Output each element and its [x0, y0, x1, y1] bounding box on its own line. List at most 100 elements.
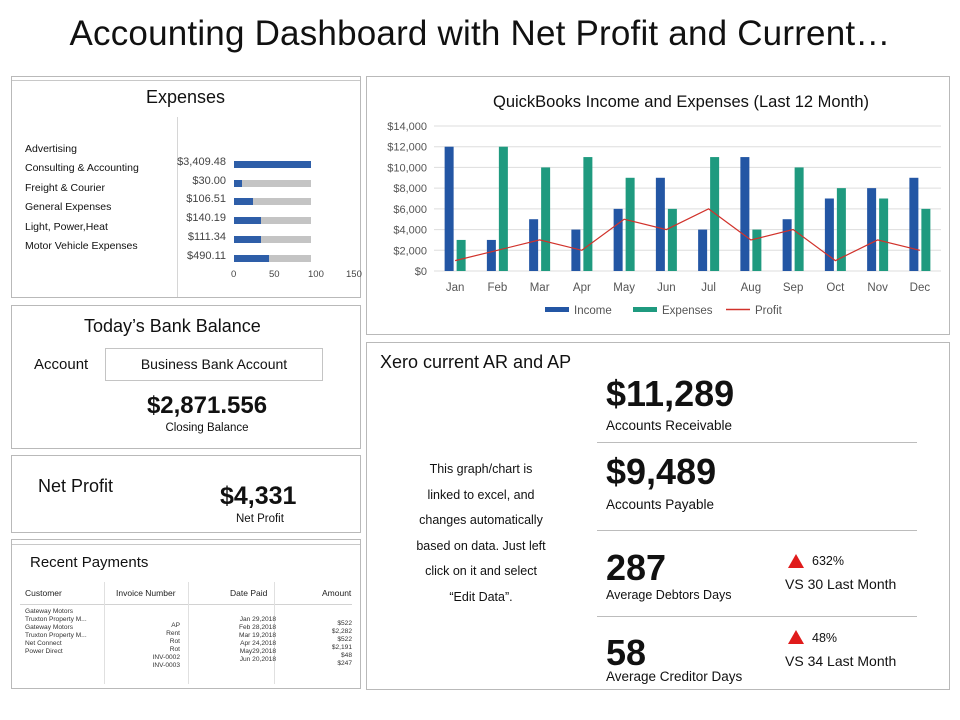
expense-bar	[234, 179, 242, 187]
divider	[597, 616, 917, 617]
expenses-bar	[625, 177, 635, 271]
income-bar	[824, 198, 834, 271]
payment-date: Jun 20,2018	[239, 656, 276, 663]
expenses-bar	[879, 198, 889, 271]
bank-balance-panel: Today’s Bank Balance Account Business Ba…	[11, 305, 361, 449]
col-header-amount: Amount	[322, 588, 352, 598]
note-line: “Edit Data”.	[449, 589, 513, 604]
net-profit-panel: Net Profit $4,331 Net Profit	[11, 455, 361, 533]
closing-balance-label: Closing Balance	[165, 422, 249, 434]
legend-income-swatch	[545, 307, 569, 312]
payment-customer: Net Connect	[25, 640, 62, 647]
payment-invoice: INV-0002	[152, 654, 181, 661]
recent-payments-panel: Recent Payments Customer Invoice Number …	[11, 539, 361, 689]
edit-data-note: This graph/chart is linked to excel, and c…	[387, 457, 575, 611]
accounts-payable-label: Accounts Payable	[606, 497, 715, 512]
col-divider	[104, 582, 105, 684]
payment-amount: $522	[337, 636, 352, 643]
note-line: click on it and select	[425, 564, 537, 579]
col-divider	[188, 582, 189, 684]
expense-category: Advertising	[25, 143, 77, 155]
header-divider	[20, 604, 352, 605]
x-tick-label: Mar	[530, 282, 550, 294]
payment-date: Apr 24,2018	[240, 640, 276, 647]
x-tick-label: Aug	[741, 282, 761, 294]
payment-customer: Truxton Property M...	[25, 632, 87, 639]
note-line: This graph/chart is	[429, 462, 533, 476]
y-tick-label: $6,000	[393, 204, 427, 216]
payment-amount: $522	[337, 620, 352, 627]
divider	[597, 530, 917, 531]
payment-date: Mar 19,2018	[238, 632, 276, 639]
payment-invoice: INV-0003	[152, 662, 181, 669]
payment-invoice: Rot	[169, 646, 180, 653]
x-tick-label: Jan	[446, 282, 465, 294]
expense-bar	[234, 217, 261, 225]
payment-amount: $2,282	[331, 628, 352, 635]
payment-date: Feb 28,2018	[238, 624, 276, 631]
net-profit-label: Net Profit	[236, 513, 284, 525]
col-header-date: Date Paid	[230, 588, 268, 598]
xero-title: Xero current AR and AP	[380, 352, 572, 372]
payment-customer: Gateway Motors	[25, 608, 74, 615]
expense-axis-tick: 100	[308, 269, 324, 280]
col-header-invoice: Invoice Number	[116, 588, 176, 598]
expense-amount: $111.34	[187, 230, 226, 243]
up-arrow-icon	[788, 630, 804, 644]
x-tick-label: Apr	[573, 282, 591, 294]
panel-divider	[12, 80, 360, 81]
payment-date: Jan 29,2018	[239, 616, 276, 623]
debtors-comparison: VS 30 Last Month	[785, 576, 897, 592]
expense-amount: $30.00	[192, 174, 226, 187]
expenses-title: Expenses	[146, 87, 226, 107]
expense-axis-tick: 50	[269, 269, 280, 280]
account-label: Account	[34, 356, 89, 373]
expense-bar	[234, 254, 269, 262]
expense-category: General Expenses	[25, 201, 112, 214]
y-tick-label: $10,000	[387, 162, 427, 174]
closing-balance-value: $2,871.556	[146, 392, 268, 419]
chart-title: QuickBooks Income and Expenses (Last 12 …	[493, 93, 869, 111]
expense-axis-tick: 150	[346, 269, 362, 280]
expense-amount: $3,409.48	[177, 156, 226, 168]
expense-category: Freight & Courier	[25, 181, 105, 194]
legend-profit: Profit	[755, 305, 783, 317]
y-tick-label: $4,000	[393, 225, 427, 237]
expense-bar	[234, 161, 311, 168]
income-expenses-chart-panel: QuickBooks Income and Expenses (Last 12 …	[366, 76, 950, 335]
expense-bar	[234, 235, 261, 243]
note-line: linked to excel, and	[427, 487, 535, 502]
expense-axis-tick: 0	[231, 269, 237, 280]
x-tick-label: Dec	[910, 282, 931, 294]
debtors-days-value: 287	[606, 547, 667, 588]
account-select[interactable]: Business Bank Account	[105, 348, 323, 381]
expense-bar-track	[234, 179, 311, 187]
income-bar	[444, 146, 454, 271]
y-tick-label: $8,000	[393, 183, 427, 195]
expenses-bar	[456, 239, 466, 271]
expense-bar	[234, 198, 254, 206]
y-tick-label: $0	[415, 266, 427, 278]
expenses-bar	[752, 229, 762, 271]
divider	[597, 442, 917, 443]
legend-expenses-swatch	[633, 307, 657, 312]
payment-invoice: Rot	[169, 638, 180, 645]
accounts-receivable-label: Accounts Receivable	[606, 418, 733, 433]
expenses-bar	[921, 208, 931, 271]
up-arrow-icon	[788, 554, 804, 568]
creditor-change-pct: 48%	[812, 631, 838, 645]
debtors-days-label: Average Debtors Days	[606, 588, 732, 602]
income-expenses-chart: QuickBooks Income and Expenses (Last 12 …	[387, 93, 941, 317]
col-header-customer: Customer	[25, 588, 62, 598]
col-divider	[274, 582, 275, 684]
x-tick-label: Oct	[826, 282, 845, 294]
x-tick-label: Jun	[657, 282, 676, 294]
note-line: changes automatically	[419, 513, 543, 528]
expenses-panel: Expenses Advertising Consulting & Account…	[11, 76, 362, 298]
income-bar	[486, 239, 496, 271]
expense-category: Motor Vehicle Expenses	[25, 240, 138, 252]
payment-customer: Gateway Motors	[25, 624, 74, 631]
income-bar	[529, 219, 539, 271]
income-bar	[867, 188, 877, 271]
x-tick-label: Feb	[487, 282, 507, 294]
